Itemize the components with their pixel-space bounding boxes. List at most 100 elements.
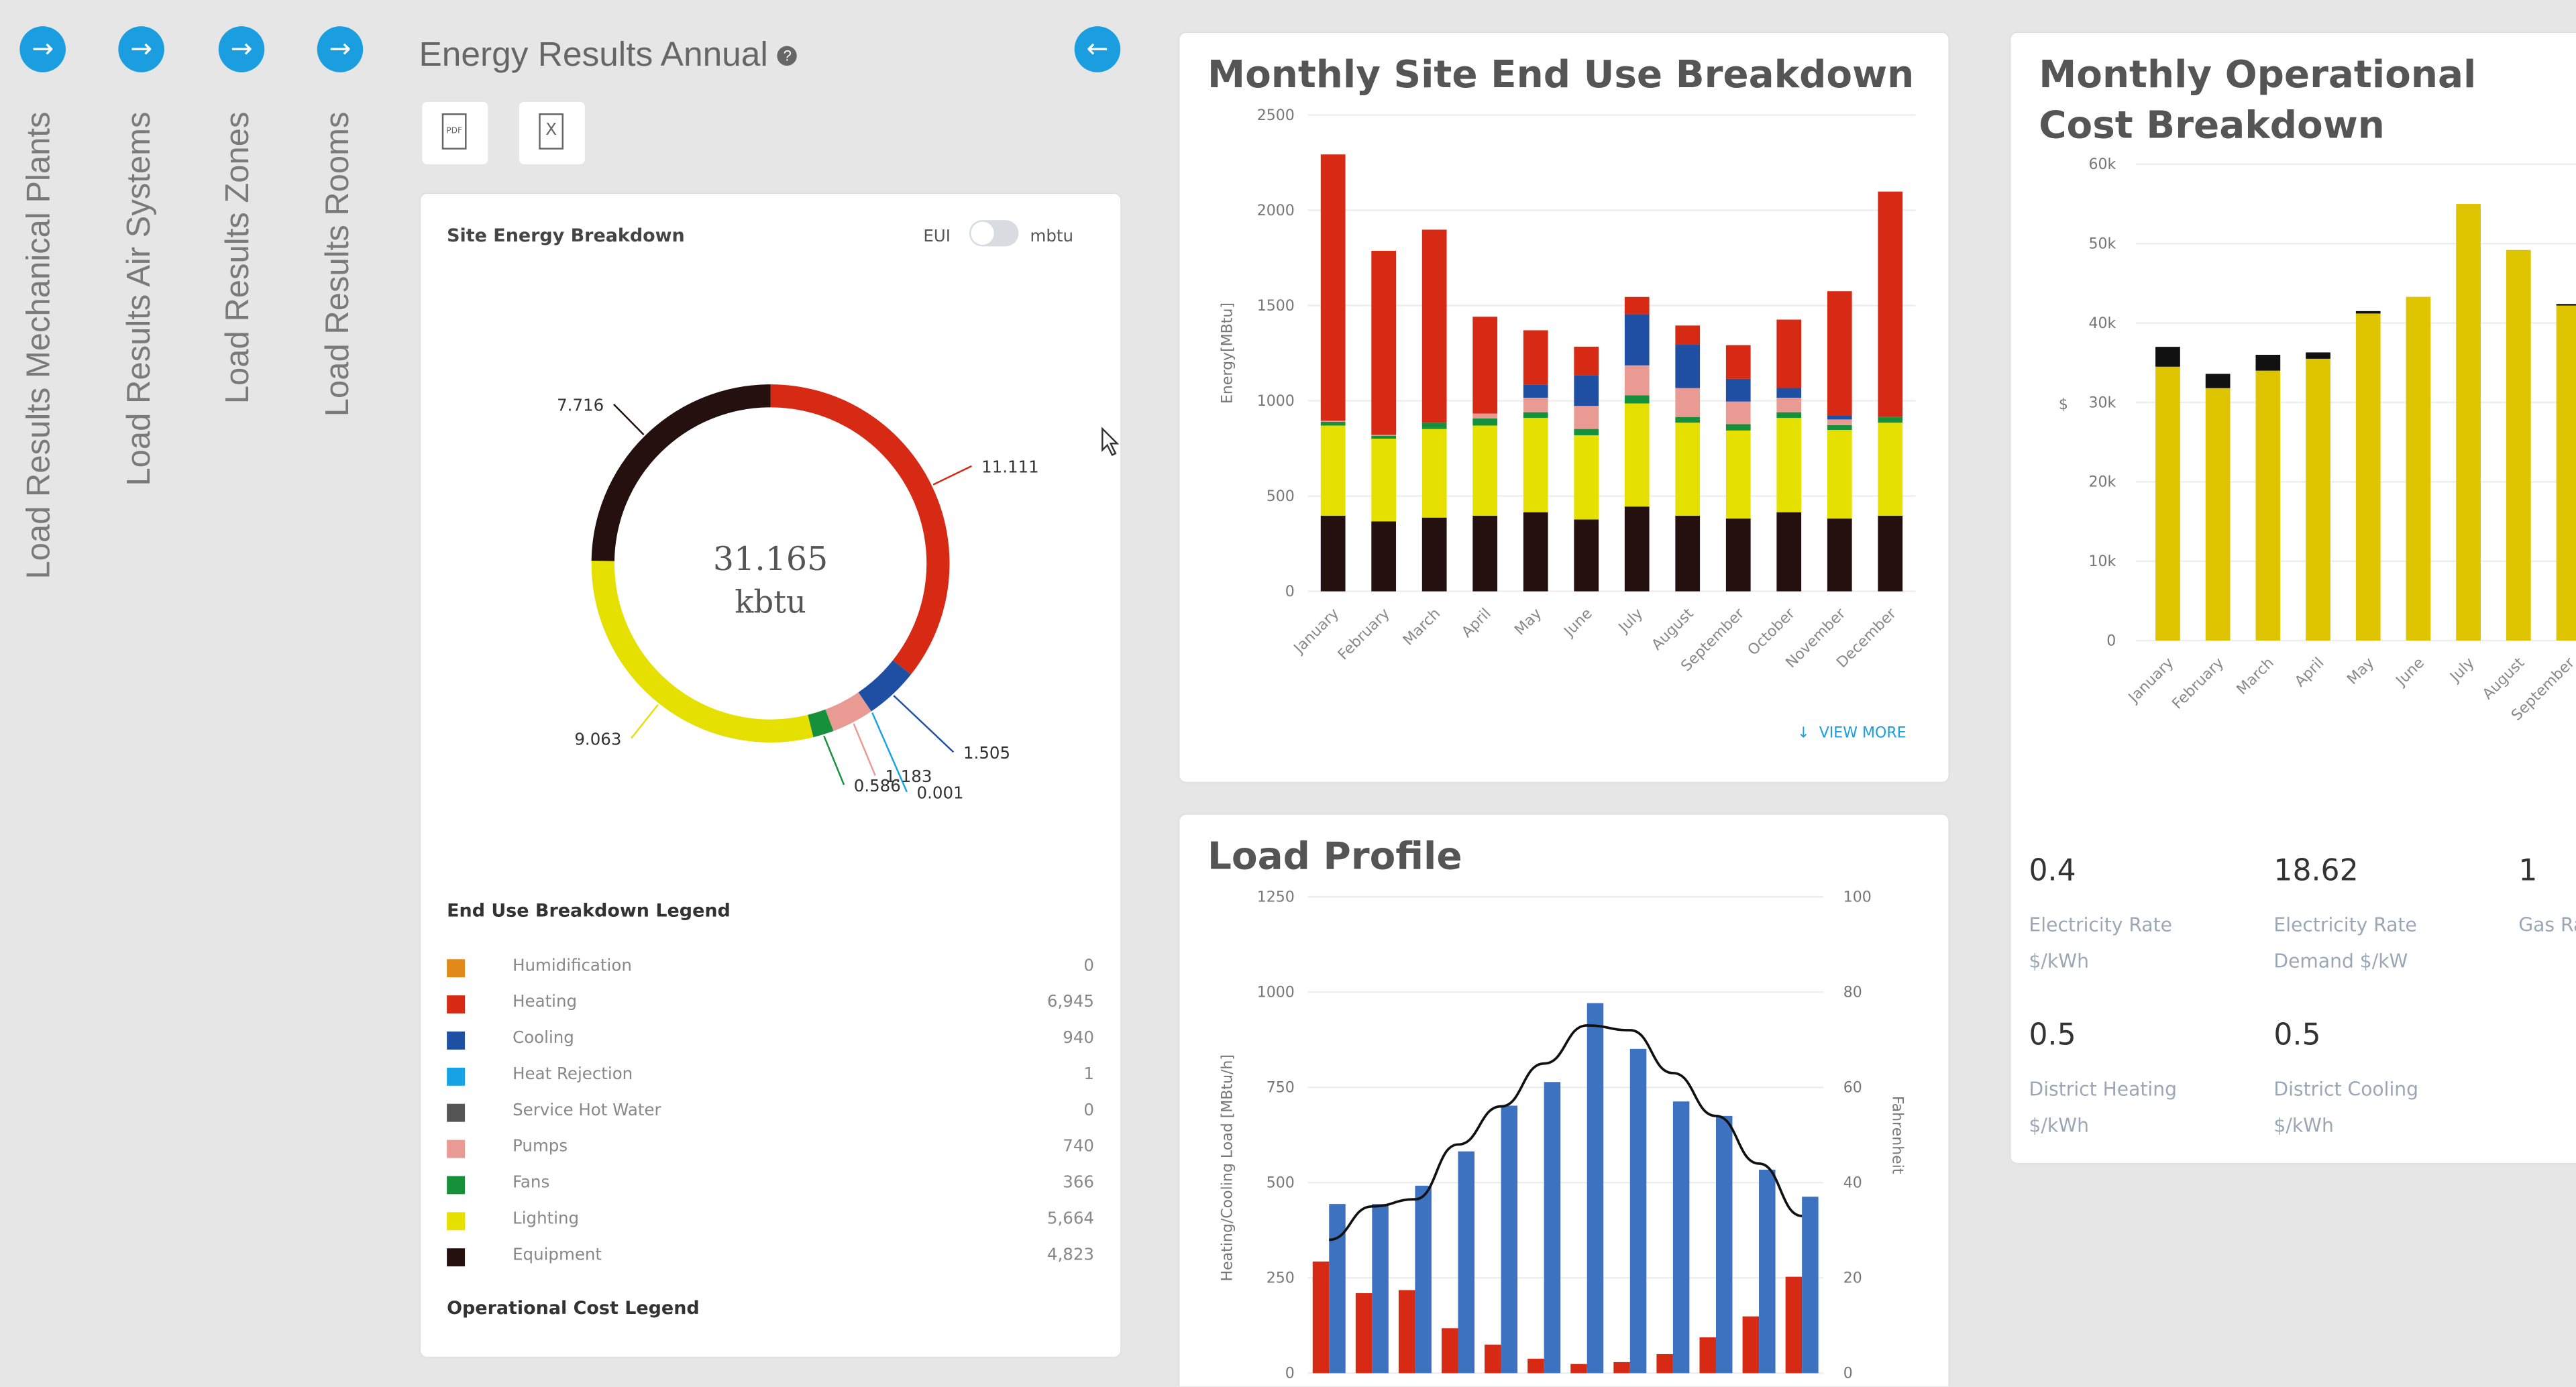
open-air-systems-button[interactable]: →: [118, 26, 164, 72]
y-tick-label: 750: [1267, 1080, 1295, 1097]
donut-label-leader: [823, 735, 845, 785]
legend-label: Equipment: [513, 1246, 602, 1265]
bar-segment-cost-gas: [2306, 352, 2330, 359]
bar-segment-fans: [1725, 424, 1751, 431]
monthly-site-end-use-card: Monthly Site End Use Breakdown 0 500 1000 1…: [1179, 32, 1949, 782]
x-tick-label: April: [2292, 655, 2327, 690]
bar-segment-cooling: [1776, 388, 1802, 398]
y-tick-label: 500: [1267, 488, 1295, 505]
legend-swatch: [447, 1248, 466, 1267]
x-tick-label: May: [1511, 605, 1545, 639]
x-tick-label: August: [1649, 605, 1697, 653]
bar-segment-heating: [1320, 154, 1346, 421]
donut-label: 7.716: [557, 396, 604, 415]
site-energy-card: Site Energy Breakdown EUI mbtu 11.111 1.5…: [420, 193, 1121, 1357]
heating-load-bar: [1398, 1290, 1415, 1374]
back-button[interactable]: ←: [1074, 26, 1121, 72]
arrow-right-icon: →: [130, 32, 153, 64]
bar-segment-fans: [1320, 421, 1346, 426]
bar-segment-fans: [1523, 412, 1548, 419]
heating-load-bar: [1742, 1316, 1760, 1374]
y-tick-label: 20k: [2089, 474, 2116, 491]
bar-segment-heating: [1574, 346, 1599, 376]
open-mechanical-plants-button[interactable]: →: [19, 26, 66, 72]
open-zones-button[interactable]: →: [218, 26, 265, 72]
bar-segment-cooling: [1624, 314, 1650, 366]
pdf-file-icon: PDF: [441, 113, 467, 150]
open-rooms-button[interactable]: →: [317, 26, 364, 72]
cooling-load-bar: [1629, 1048, 1647, 1374]
x-tick-label: June: [1560, 605, 1596, 641]
donut-label-leader: [631, 704, 659, 739]
y-tick-label: 2000: [1257, 203, 1295, 219]
y-tick-label: 1000: [1257, 393, 1295, 410]
view-more-text: VIEW MORE: [1819, 726, 1907, 742]
bar-segment-heating: [1523, 330, 1548, 385]
heating-load-bar: [1613, 1362, 1630, 1374]
sidebar-item-rooms[interactable]: Load Results Rooms: [320, 111, 357, 417]
donut-label-leader: [893, 695, 955, 753]
electricity-rate-value: 0.4: [2029, 854, 2076, 889]
bar-segment-lighting: [1878, 423, 1903, 516]
sidebar-item-air-systems[interactable]: Load Results Air Systems: [121, 111, 158, 486]
bar-segment-heating: [1776, 319, 1802, 388]
donut-label-leader: [932, 465, 972, 486]
sidebar-item-mechanical-plants[interactable]: Load Results Mechanical Plants: [21, 111, 58, 579]
site-energy-title: Site Energy Breakdown: [447, 225, 685, 247]
bar-segment-fans: [1624, 395, 1650, 404]
load-profile-card: Load Profile 0 0 250 20 500 40 750 60 1000 80 1250…: [1179, 814, 1949, 1386]
bar-segment-cost-electric: [2255, 370, 2281, 641]
bar-segment-equipment: [1523, 512, 1548, 592]
bar-segment-cooling: [1523, 384, 1548, 398]
legend-value: 0: [1083, 1102, 1095, 1121]
x-tick-label: January: [2125, 655, 2177, 707]
y2-tick-label: 40: [1843, 1175, 1862, 1192]
temperature-line: [1329, 1024, 1803, 1241]
legend-value: 940: [1063, 1030, 1095, 1048]
help-icon[interactable]: ?: [777, 46, 798, 67]
cooling-load-bar: [1587, 1003, 1604, 1374]
x-tick-label: June: [2392, 655, 2428, 690]
x-tick-label: August: [2479, 655, 2528, 703]
donut-segment-fans: [807, 709, 834, 738]
y-tick-label: 0: [1285, 1366, 1295, 1382]
bar-segment-heating: [1878, 191, 1903, 417]
district-cooling-label: District Cooling $/kWh: [2273, 1077, 2419, 1137]
legend-swatch: [447, 995, 466, 1014]
bar-segment-fans: [1472, 418, 1498, 426]
donut-segment-pumps: [825, 692, 871, 731]
heating-load-bar: [1355, 1293, 1373, 1374]
arrow-down-icon: ↓: [1797, 726, 1810, 742]
bar-segment-heating: [1421, 229, 1447, 423]
bar-segment-pumps: [1675, 388, 1701, 417]
x-tick-label: March: [2234, 655, 2277, 698]
export-excel-button[interactable]: X: [519, 101, 585, 164]
legend-item-humidification: Humidification 0: [447, 952, 1094, 985]
bar-segment-cost-gas: [2255, 354, 2281, 371]
x-tick-label: March: [1400, 605, 1444, 649]
donut-total: 31.165: [712, 539, 828, 579]
donut-segment-lighting: [591, 560, 814, 742]
monthly-site-title: Monthly Site End Use Breakdown: [1208, 54, 1915, 97]
bar-segment-equipment: [1624, 506, 1650, 592]
district-heating-label: District Heating $/kWh: [2029, 1077, 2178, 1137]
legend-value: 4,823: [1046, 1246, 1095, 1265]
legend-label: Pumps: [513, 1138, 568, 1157]
electricity-demand-value: 18.62: [2273, 854, 2359, 889]
y-tick-label: 10k: [2089, 553, 2116, 570]
y-axis-label: $: [2059, 396, 2068, 413]
x-tick-label: July: [2447, 655, 2478, 686]
view-more-link[interactable]: ↓ VIEW MORE: [1797, 726, 1906, 742]
bar-segment-equipment: [1827, 518, 1852, 592]
sidebar-item-zones[interactable]: Load Results Zones: [220, 111, 257, 404]
bar-segment-lighting: [1725, 430, 1751, 519]
export-pdf-button[interactable]: PDF: [422, 101, 488, 164]
bar-segment-heating: [1371, 250, 1397, 435]
bar-segment-lighting: [1776, 418, 1802, 512]
bar-segment-equipment: [1725, 518, 1751, 592]
donut-label-leader: [612, 403, 645, 435]
eui-mbtu-toggle[interactable]: [969, 220, 1019, 247]
legend-swatch: [447, 1212, 466, 1231]
toggle-knob: [971, 221, 994, 245]
